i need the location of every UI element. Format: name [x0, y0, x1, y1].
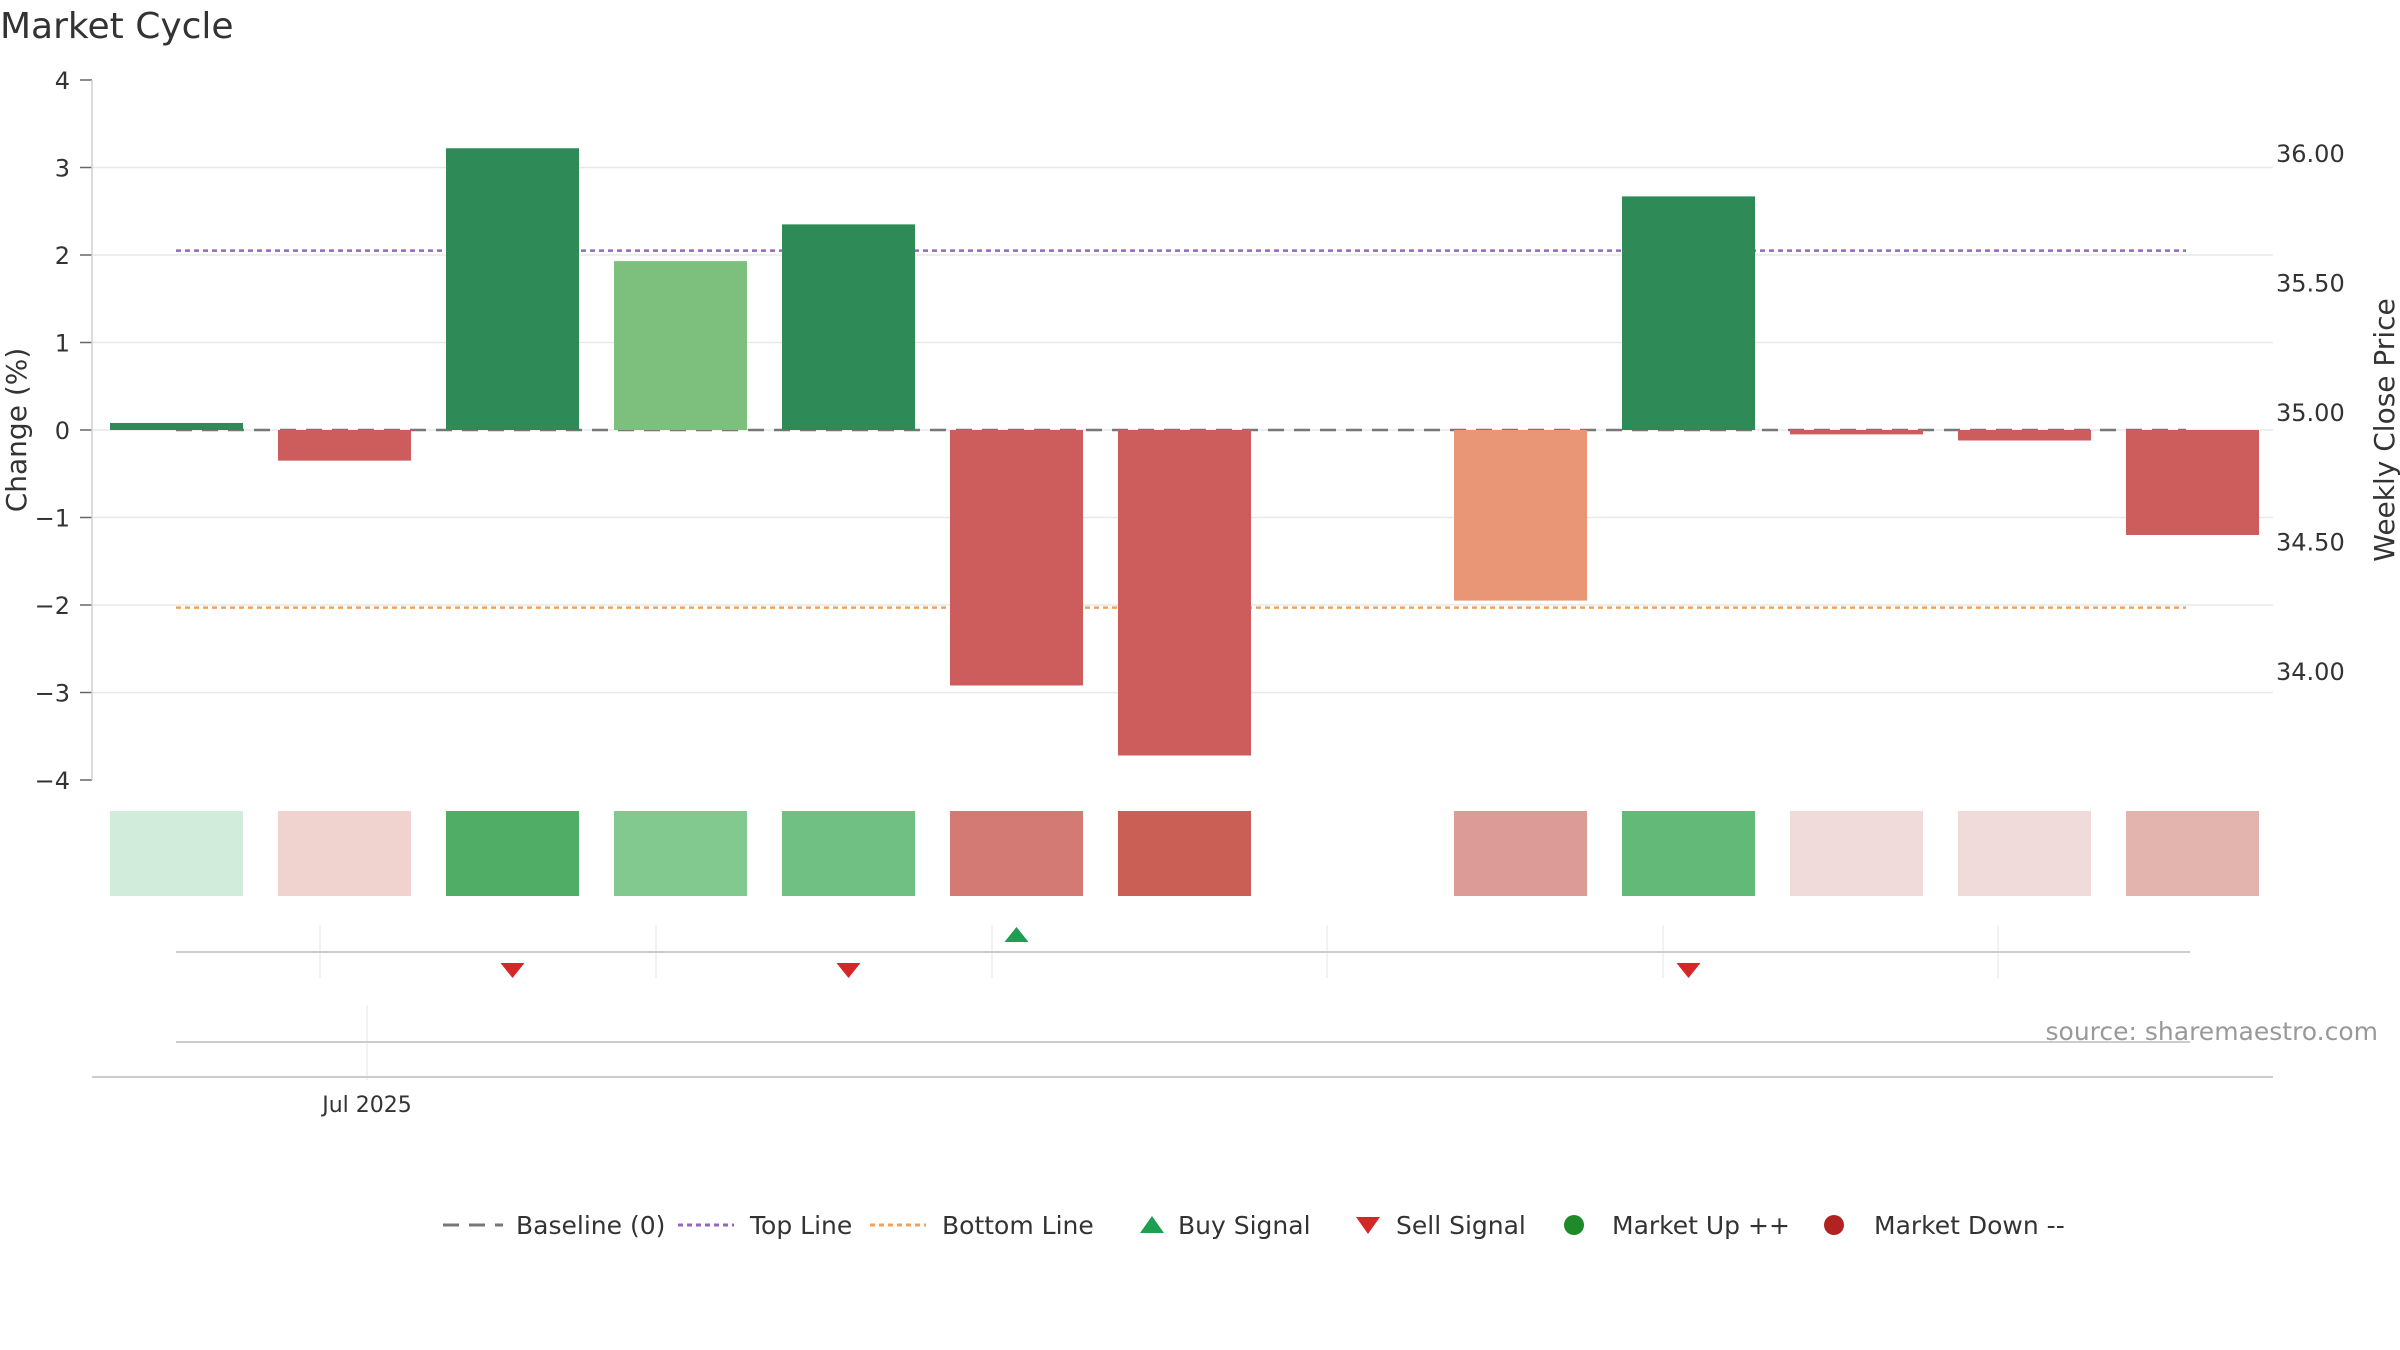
y-axis-title: Change (%)	[0, 348, 33, 513]
heat-cell	[782, 811, 915, 896]
legend-swatch	[1564, 1215, 1584, 1235]
legend-item: Buy Signal	[1140, 1211, 1311, 1240]
y2-tick-label: 34.50	[2276, 529, 2345, 557]
heat-cell	[446, 811, 579, 896]
buy-signal-marker	[1004, 927, 1029, 942]
legend-item: Sell Signal	[1356, 1211, 1526, 1240]
heat-cell	[278, 811, 411, 896]
sell-signal-marker	[836, 963, 861, 978]
heat-cell	[1958, 811, 2091, 896]
heat-cell	[1622, 811, 1755, 896]
legend-label: Baseline (0)	[516, 1211, 665, 1240]
bar	[950, 430, 1083, 686]
legend-item: Market Up ++	[1564, 1211, 1790, 1240]
bar-layer	[110, 148, 2259, 756]
bar	[1118, 430, 1251, 756]
y-tick-label: −2	[35, 592, 70, 620]
y2-tick-label: 36.00	[2276, 140, 2345, 168]
legend-swatch	[1356, 1217, 1380, 1234]
heat-cell	[110, 811, 243, 896]
bar	[614, 261, 747, 430]
bar	[1454, 430, 1587, 601]
heat-cell	[1454, 811, 1587, 896]
x-tick-label: Jul 2025	[320, 1093, 412, 1118]
y-tick-label: 1	[55, 330, 70, 358]
heat-cell	[1790, 811, 1923, 896]
y2-tick-label: 35.50	[2276, 270, 2345, 298]
bar	[782, 224, 915, 430]
bar	[1790, 430, 1923, 435]
y-tick-label: −3	[35, 680, 70, 708]
heat-strip	[110, 811, 2259, 896]
legend-item: Bottom Line	[870, 1211, 1094, 1240]
y-tick-label: 2	[55, 242, 70, 270]
legend-label: Sell Signal	[1396, 1211, 1526, 1240]
y-tick-label: 4	[55, 67, 70, 95]
axis-layer: 4 3 2 1 0 −1 −2 −3 −4 36.00 35.50 35.00 34.50 34.00	[35, 67, 2345, 795]
heat-cell	[614, 811, 747, 896]
legend-label: Bottom Line	[942, 1211, 1094, 1240]
date-axis: Jul 2025	[92, 1005, 2273, 1118]
sell-signal-marker	[500, 963, 525, 978]
bar	[1622, 196, 1755, 430]
legend-item: Market Down --	[1824, 1211, 2065, 1240]
legend-item: Baseline (0)	[443, 1211, 665, 1240]
legend-label: Buy Signal	[1178, 1211, 1311, 1240]
sell-signal-marker	[1676, 963, 1701, 978]
y-tick-label: 0	[55, 417, 70, 445]
chart-title: Market Cycle	[0, 6, 234, 47]
y2-axis-title: Weekly Close Price	[2368, 298, 2400, 561]
y2-tick-label: 34.00	[2276, 658, 2345, 686]
legend-item: Top Line	[678, 1211, 852, 1240]
bar	[2126, 430, 2259, 535]
bar	[110, 423, 243, 430]
legend: Baseline (0) Top Line Bottom Line Buy Signa…	[443, 1211, 2065, 1240]
y2-tick-label: 35.00	[2276, 399, 2345, 427]
source-note: source: sharemaestro.com	[2046, 1017, 2379, 1046]
bar	[1958, 430, 2091, 441]
heat-cell	[2126, 811, 2259, 896]
y-tick-label: −1	[35, 505, 70, 533]
y-tick-label: 3	[55, 155, 70, 183]
bar	[446, 148, 579, 430]
heat-cell	[950, 811, 1083, 896]
y-tick-label: −4	[35, 767, 70, 795]
heat-cell	[1118, 811, 1251, 896]
legend-label: Market Down --	[1874, 1211, 2065, 1240]
legend-label: Top Line	[749, 1211, 852, 1240]
legend-label: Market Up ++	[1612, 1211, 1790, 1240]
legend-swatch	[1824, 1215, 1844, 1235]
signal-strip	[176, 925, 2190, 978]
legend-swatch	[1140, 1216, 1164, 1233]
bar	[278, 430, 411, 461]
